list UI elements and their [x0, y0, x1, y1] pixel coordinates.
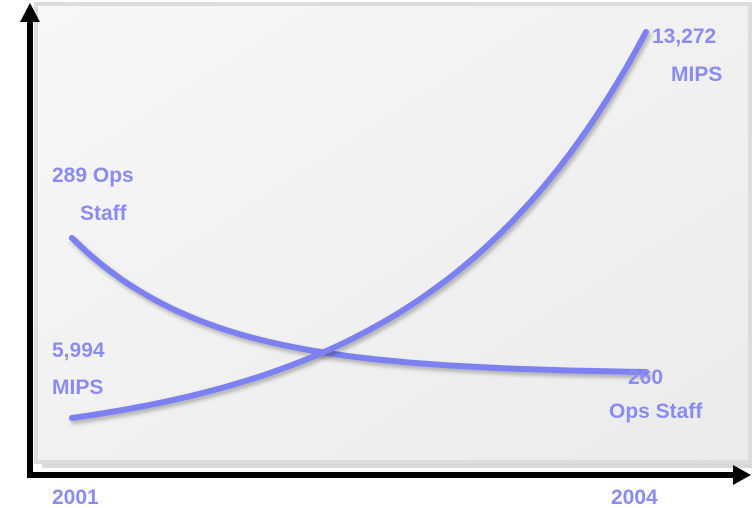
plot-panel	[34, 2, 752, 464]
y-axis-arrow-icon	[20, 3, 40, 22]
series-line-ops-staff	[69, 235, 649, 375]
series-line-mips	[69, 29, 649, 421]
annotation-mips-start: 5,994 MIPS	[52, 339, 110, 399]
x-tick-label-2004: 2004	[611, 486, 658, 508]
x-axis-arrow-icon	[733, 465, 751, 485]
annotation-staff-start: 289 Ops Staff	[52, 164, 140, 225]
annotation-mips-end: 13,272 MIPS	[652, 25, 722, 86]
x-tick-label-2001: 2001	[52, 486, 99, 508]
annotation-staff-end: 260 Ops Staff	[609, 366, 703, 423]
